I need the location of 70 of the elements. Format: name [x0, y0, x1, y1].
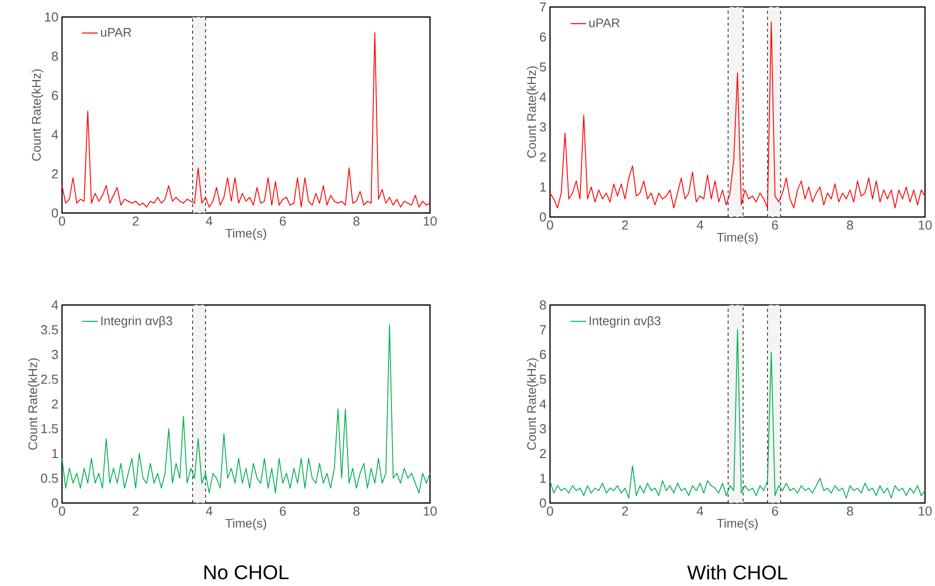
x-tick-label: 0: [58, 506, 66, 516]
x-tick-label: 10: [918, 220, 932, 230]
legend-label: Integrin αvβ3: [101, 316, 172, 328]
text: No CHOL: [204, 565, 289, 580]
y-tick-label: 8: [540, 300, 546, 310]
x-tick-label: 10: [918, 506, 932, 516]
y-tick-label: 6: [540, 350, 546, 360]
y-tick-label: 4: [52, 130, 58, 140]
y-tick-label: 3: [540, 424, 546, 434]
y-tick-label: 5: [540, 62, 546, 72]
x-tick-label: 10: [424, 216, 437, 226]
y-tick-label: 7: [540, 325, 546, 334]
y-tick-label: 6: [52, 90, 58, 100]
legend-label: uPAR: [589, 18, 620, 28]
legend-label: uPAR: [101, 28, 132, 37]
x-tick-label: 10: [424, 506, 437, 516]
x-tick-label: 2: [132, 216, 139, 226]
x-tick-label: 4: [206, 506, 212, 516]
y-tick-label: 3: [52, 350, 58, 360]
y-tick-label: 2: [540, 448, 546, 458]
y-axis-title: Count Rate(kHz): [526, 358, 538, 450]
y-tick-label: 4: [540, 400, 546, 408]
x-axis-title: Time(s): [716, 518, 758, 530]
y-tick-label: 2.5: [41, 374, 58, 384]
x-tick-label: 2: [132, 506, 139, 516]
y-tick-label: 2: [52, 399, 58, 409]
y-tick-label: 6: [540, 32, 546, 42]
y-tick-label: 0: [52, 498, 58, 508]
x-tick-label: 2: [622, 506, 628, 516]
y-tick-label: 8: [52, 52, 58, 61]
y-tick-label: 3.5: [40, 325, 58, 334]
y-axis-title: Count Rate(kHz): [32, 69, 44, 161]
y-tick-label: 1: [52, 449, 58, 458]
x-tick-label: 8: [846, 506, 854, 516]
x-tick-label: 6: [280, 216, 286, 226]
text: With CHOL: [687, 564, 788, 580]
x-tick-label: 6: [772, 506, 778, 516]
x-tick-label: 0: [58, 216, 66, 226]
y-tick-label: 0: [52, 208, 58, 218]
y-tick-label: 2: [52, 169, 58, 178]
y-tick-label: 2: [540, 152, 546, 162]
x-axis-title: Time(s): [225, 518, 266, 530]
y-tick-label: 1.5: [41, 424, 58, 434]
y-tick-label: 5: [540, 374, 546, 384]
y-tick-label: 3: [540, 122, 546, 132]
y-tick-label: 4: [540, 92, 546, 102]
legend-label: Integrin αvβ3: [590, 316, 660, 328]
x-tick-label: 4: [696, 506, 704, 516]
x-tick-label: 8: [353, 216, 360, 226]
y-tick-label: 0.5: [40, 474, 58, 483]
y-tick-label: 1: [540, 182, 546, 192]
y-tick-label: 0: [540, 498, 546, 508]
y-tick-label: 10: [45, 12, 58, 22]
x-axis-title: Time(s): [225, 228, 266, 240]
x-axis-title: Time(s): [716, 232, 758, 244]
y-tick-label: 4: [52, 300, 58, 310]
y-axis-title: Count Rate(kHz): [28, 358, 40, 450]
x-tick-label: 8: [846, 220, 854, 230]
x-tick-label: 4: [206, 216, 212, 226]
x-tick-label: 6: [280, 506, 286, 516]
line-series: [550, 329, 926, 498]
x-tick-label: 2: [622, 220, 628, 230]
y-tick-label: 7: [540, 2, 546, 12]
y-tick-label: 1: [540, 474, 546, 483]
x-tick-label: 6: [772, 220, 778, 230]
x-tick-label: 8: [353, 506, 360, 516]
x-tick-label: 0: [546, 506, 554, 516]
x-tick-label: 4: [696, 220, 704, 230]
x-tick-label: 0: [546, 220, 554, 230]
y-axis-title: Count Rate(kHz): [526, 66, 538, 158]
